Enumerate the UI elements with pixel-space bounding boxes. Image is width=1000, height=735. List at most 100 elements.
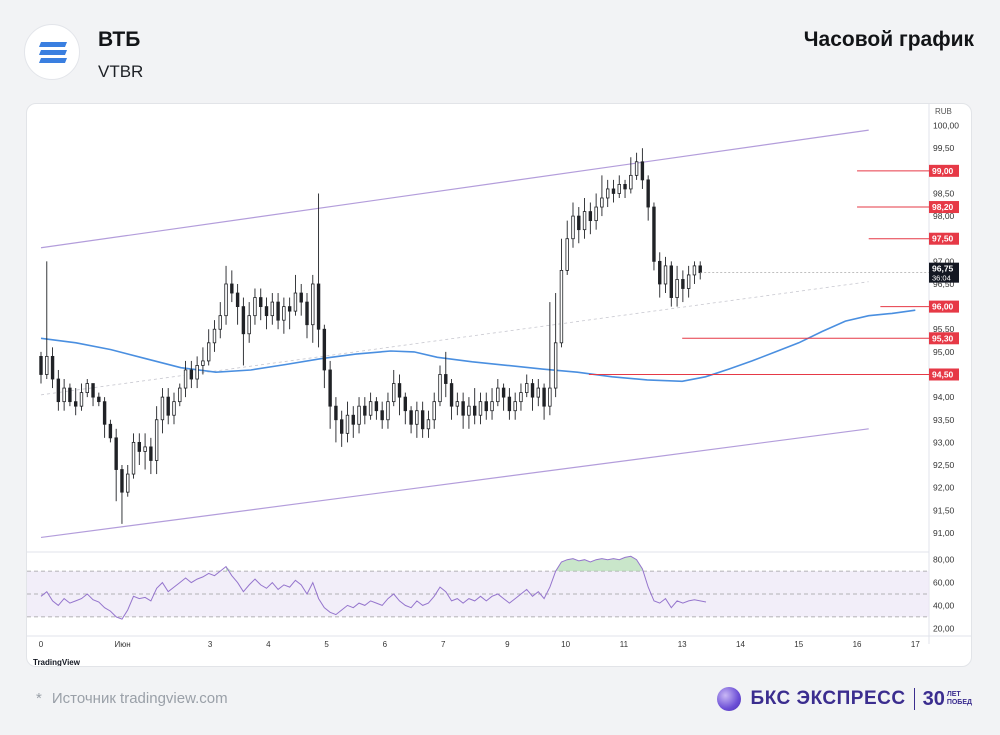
y-tick-label: 96,50 bbox=[933, 279, 955, 289]
channel-mid-line bbox=[40, 281, 869, 396]
rsi-tick-label: 80,00 bbox=[933, 555, 955, 565]
candle-body bbox=[582, 211, 587, 231]
level-tag bbox=[929, 201, 959, 214]
candle-body bbox=[392, 383, 396, 403]
candle-body bbox=[559, 270, 564, 344]
candle-body bbox=[276, 301, 280, 321]
brand-years: 30 bbox=[922, 687, 945, 710]
y-tick-label: 95,50 bbox=[933, 324, 955, 334]
candle-body bbox=[455, 401, 460, 407]
candle-body bbox=[218, 315, 222, 330]
candle-body bbox=[166, 396, 170, 416]
candle-body bbox=[39, 355, 43, 375]
candle-body bbox=[137, 441, 142, 452]
y-tick-label: 95,00 bbox=[933, 347, 955, 357]
source-note: * Источник tradingview.com bbox=[36, 690, 228, 707]
company-logo bbox=[24, 24, 80, 80]
candle-body bbox=[634, 161, 639, 176]
candle-body bbox=[259, 297, 263, 308]
candle-body bbox=[501, 387, 506, 398]
x-tick-label: 13 bbox=[678, 640, 687, 649]
candle-body bbox=[380, 410, 384, 421]
candle-body bbox=[565, 238, 569, 271]
candle-body bbox=[62, 387, 66, 403]
candle-body bbox=[444, 374, 448, 384]
price-chart[interactable]: RUB100,0099,5099,0098,5098,0097,5097,009… bbox=[27, 104, 972, 667]
candle-body bbox=[577, 215, 581, 231]
candle-body bbox=[305, 301, 309, 326]
candle-body bbox=[56, 378, 61, 403]
y-tick-label: 100,00 bbox=[933, 121, 959, 131]
candle-body bbox=[438, 374, 442, 403]
candle-body bbox=[681, 279, 685, 289]
candle-body bbox=[530, 383, 535, 398]
candle-body bbox=[467, 405, 471, 416]
candle-body bbox=[131, 441, 136, 475]
candle-body bbox=[126, 473, 130, 493]
asterisk-icon: * bbox=[36, 690, 42, 707]
y-tick-label: 97,00 bbox=[933, 256, 955, 266]
candle-body bbox=[675, 279, 679, 298]
candle-body bbox=[553, 342, 558, 389]
candle-body bbox=[374, 401, 379, 412]
level-label: 96,00 bbox=[932, 302, 954, 312]
candle-body bbox=[143, 446, 147, 452]
candle-body bbox=[85, 383, 89, 393]
candle-body bbox=[224, 283, 228, 317]
candle-body bbox=[287, 306, 292, 312]
candle-body bbox=[449, 383, 454, 407]
tradingview-watermark: TradingView bbox=[33, 658, 81, 667]
x-tick-label: 17 bbox=[911, 640, 920, 649]
candle-body bbox=[235, 292, 240, 308]
y-tick-label: 92,50 bbox=[933, 460, 955, 470]
candle-body bbox=[293, 292, 298, 312]
level-tag bbox=[929, 368, 959, 381]
candle-body bbox=[571, 215, 575, 240]
candle-body bbox=[149, 446, 153, 461]
candle-body bbox=[114, 437, 118, 470]
candle-body bbox=[108, 423, 113, 439]
x-tick-label: 16 bbox=[853, 640, 862, 649]
current-price-tag bbox=[929, 262, 959, 283]
rsi-overbought-fill bbox=[226, 556, 643, 572]
candle-body bbox=[45, 355, 49, 375]
candle-body bbox=[629, 174, 633, 190]
currency-label: RUB bbox=[935, 107, 952, 116]
brand-name: БКС ЭКСПРЕСС bbox=[750, 688, 906, 709]
candle-body bbox=[403, 396, 408, 412]
candle-body bbox=[588, 211, 593, 222]
candle-body bbox=[496, 387, 500, 403]
candle-body bbox=[669, 265, 674, 298]
brand-years-caption: ЛЕТ ПОБЕД bbox=[946, 691, 972, 706]
candle-body bbox=[461, 401, 465, 416]
candle-body bbox=[478, 401, 483, 416]
x-tick-label: 9 bbox=[505, 640, 510, 649]
level-tag bbox=[929, 164, 959, 177]
chart-card[interactable]: RUB100,0099,5099,0098,5098,0097,5097,009… bbox=[26, 103, 972, 667]
candle-body bbox=[154, 419, 159, 461]
candle-body bbox=[68, 387, 72, 403]
channel-upper-line bbox=[40, 129, 869, 249]
candle-body bbox=[542, 387, 546, 407]
y-tick-label: 99,50 bbox=[933, 143, 955, 153]
bcs-sphere-icon bbox=[716, 687, 741, 711]
candle-body bbox=[206, 342, 211, 362]
candle-body bbox=[339, 419, 344, 434]
candle-body bbox=[646, 179, 650, 208]
candle-body bbox=[652, 206, 656, 262]
candle-body bbox=[316, 283, 321, 330]
candle-body bbox=[472, 405, 477, 416]
y-tick-label: 98,00 bbox=[933, 211, 955, 221]
candle-body bbox=[368, 401, 373, 416]
company-name: ВТБ bbox=[98, 28, 141, 51]
chart-type-label: Часовой график bbox=[803, 28, 974, 51]
x-tick-label: 4 bbox=[266, 640, 271, 649]
candle-body bbox=[97, 396, 101, 403]
candle-body bbox=[172, 401, 176, 416]
x-tick-label: 14 bbox=[736, 640, 745, 649]
candle-body bbox=[311, 283, 315, 326]
candle-body bbox=[328, 369, 332, 407]
x-tick-label: 3 bbox=[208, 640, 213, 649]
candle-body bbox=[605, 188, 610, 199]
y-tick-label: 93,50 bbox=[933, 415, 955, 425]
